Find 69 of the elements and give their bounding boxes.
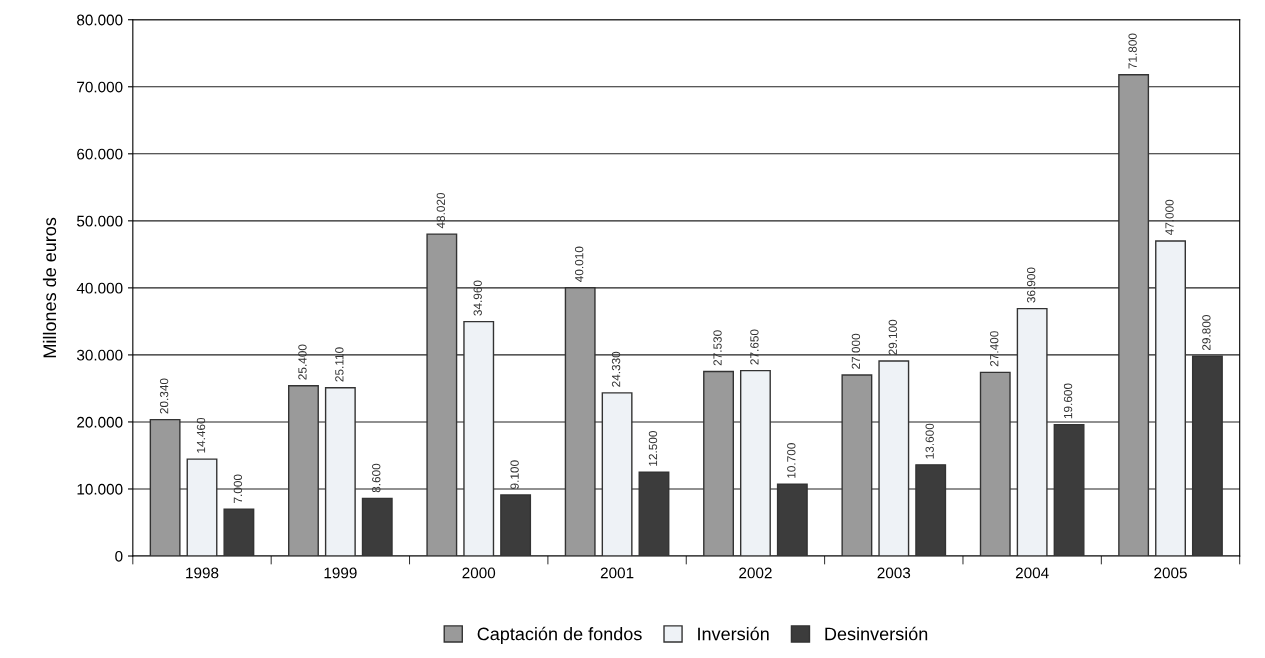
y-tick-label: 10.000 (77, 483, 123, 495)
data-label: 34.960 (473, 280, 482, 316)
bar (426, 233, 458, 557)
y-tick-label: 60.000 (77, 148, 123, 160)
bar (500, 494, 532, 557)
x-tick-label: 2004 (1015, 567, 1049, 579)
y-tick-label: 40.000 (76, 282, 123, 294)
bar (1118, 74, 1150, 557)
bar (1191, 355, 1223, 557)
bar (776, 483, 808, 557)
bar (915, 464, 947, 557)
bar (324, 386, 356, 557)
bar (1016, 307, 1048, 557)
legend-label: Desinversión (825, 626, 928, 641)
x-tick-label: 2005 (1154, 567, 1187, 579)
x-tick-label: 1999 (324, 567, 357, 579)
data-label: 25.110 (335, 347, 344, 382)
x-tick-label: 2001 (600, 567, 634, 579)
data-label: 71.800 (1128, 33, 1137, 69)
data-label: 29.100 (888, 319, 897, 355)
data-label: 7.000 (233, 474, 243, 503)
legend-label: Captación de fondos (477, 626, 642, 644)
bar (223, 508, 255, 557)
bar (638, 471, 670, 557)
bar (1155, 240, 1186, 557)
bar (979, 371, 1011, 557)
bar (878, 360, 910, 557)
data-label: 19.600 (1063, 383, 1073, 419)
bar (1053, 423, 1085, 557)
data-label: 27.400 (990, 331, 999, 367)
data-label: 25.400 (298, 344, 307, 380)
y-tick-label: 70.000 (77, 81, 123, 93)
data-label: 27.000 (851, 333, 861, 369)
data-label: 40.010 (575, 246, 584, 282)
legend-label: Inversión (698, 626, 769, 641)
data-label: 14.460 (196, 417, 206, 453)
y-tick-label: 20.000 (77, 416, 123, 428)
x-tick-label: 2002 (739, 567, 772, 579)
data-label: 48.020 (436, 192, 445, 229)
y-axis-title: Millones de euros (42, 217, 57, 358)
x-tick-label: 2000 (462, 567, 496, 579)
bar (463, 320, 495, 557)
data-label: 20.340 (159, 378, 169, 414)
data-label: 47.000 (1165, 199, 1174, 236)
data-label: 24.330 (611, 351, 621, 387)
data-label: 36.900 (1026, 267, 1036, 303)
x-tick-label: 2003 (877, 567, 911, 579)
data-label: 10.700 (787, 443, 796, 478)
bar (288, 385, 319, 557)
y-tick-label: 50.000 (76, 215, 123, 227)
bar (564, 287, 596, 557)
bar (361, 497, 393, 557)
data-label: 8.600 (372, 463, 381, 493)
y-tick-label: 30.000 (76, 349, 123, 361)
y-tick-label: 0 (115, 550, 123, 562)
data-label: 9.100 (510, 460, 519, 489)
x-tick-label: 1998 (186, 567, 219, 579)
data-label: 13.600 (925, 423, 934, 459)
y-tick-label: 80.000 (77, 14, 123, 26)
data-label: 27.530 (713, 330, 722, 366)
bar (841, 374, 873, 557)
data-label: 12.500 (648, 431, 658, 466)
data-label: 27.650 (750, 329, 759, 365)
bar (703, 370, 734, 557)
bar (186, 458, 218, 557)
data-label: 29.800 (1202, 315, 1211, 351)
bar (149, 418, 181, 557)
bar (601, 392, 633, 557)
bar (739, 369, 771, 557)
